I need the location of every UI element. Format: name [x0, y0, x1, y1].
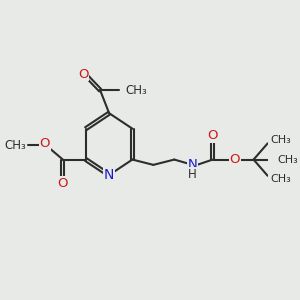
Text: H: H — [188, 168, 197, 181]
Text: N: N — [188, 158, 198, 171]
Text: CH₃: CH₃ — [4, 139, 26, 152]
Text: N: N — [104, 168, 114, 182]
Text: O: O — [78, 68, 88, 80]
Text: O: O — [207, 129, 218, 142]
Text: CH₃: CH₃ — [126, 84, 148, 97]
Text: O: O — [58, 177, 68, 190]
Text: CH₃: CH₃ — [270, 174, 291, 184]
Text: O: O — [230, 153, 240, 166]
Text: O: O — [40, 137, 50, 151]
Text: CH₃: CH₃ — [278, 154, 298, 165]
Text: CH₃: CH₃ — [270, 135, 291, 146]
